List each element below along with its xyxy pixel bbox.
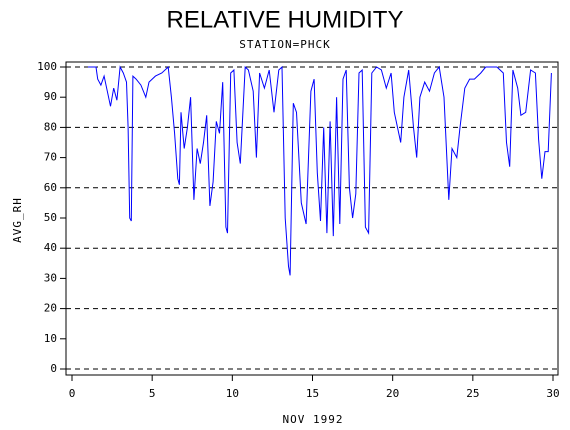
chart-subtitle: STATION=PHCK (239, 38, 330, 51)
y-tick-label: 20 (44, 302, 57, 315)
y-tick-label: 100 (37, 60, 57, 73)
y-tick-label: 40 (44, 241, 57, 254)
y-tick-label: 90 (44, 90, 57, 103)
x-tick-label: 5 (149, 387, 156, 400)
plot-frame (65, 61, 559, 376)
y-tick-label: 80 (44, 120, 57, 133)
x-tick-label: 20 (386, 387, 399, 400)
x-axis-label: NOV 1992 (283, 413, 344, 426)
data-line (88, 65, 552, 276)
x-tick-label: 10 (226, 387, 239, 400)
y-tick-label: 70 (44, 151, 57, 164)
y-axis-label: AVG_RH (11, 197, 24, 243)
y-tick-label: 30 (44, 271, 57, 284)
x-tick-label: 15 (306, 387, 319, 400)
chart-title: RELATIVE HUMIDITY (167, 6, 404, 33)
y-tick-label: 50 (44, 211, 57, 224)
x-tick-label: 30 (546, 387, 559, 400)
x-tick-label: 25 (466, 387, 479, 400)
y-tick-label: 10 (44, 332, 57, 345)
x-tick-label: 0 (69, 387, 76, 400)
y-tick-label: 60 (44, 181, 57, 194)
y-tick-label: 0 (50, 362, 57, 375)
